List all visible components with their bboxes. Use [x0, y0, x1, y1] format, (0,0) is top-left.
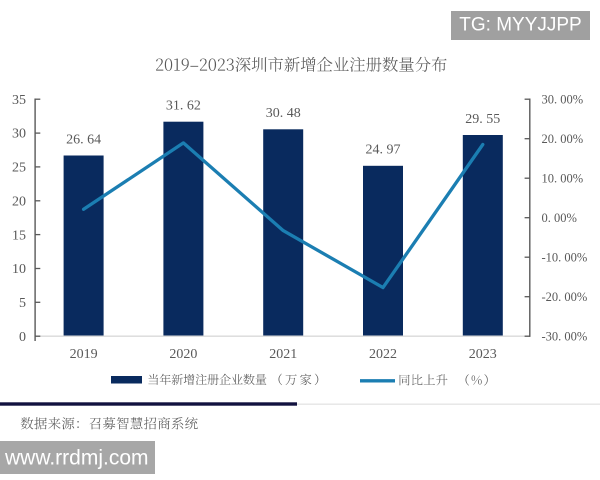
- svg-text:15: 15: [12, 228, 26, 243]
- svg-text:31. 62: 31. 62: [166, 99, 201, 114]
- svg-text:2019: 2019: [70, 347, 98, 362]
- svg-text:10. 00%: 10. 00%: [542, 172, 584, 186]
- svg-text:25: 25: [12, 161, 26, 176]
- svg-text:10: 10: [12, 262, 26, 277]
- svg-text:35: 35: [12, 93, 26, 108]
- svg-text:20: 20: [12, 194, 26, 209]
- svg-text:www.rrdmj.com: www.rrdmj.com: [4, 447, 149, 470]
- svg-text:-10. 00%: -10. 00%: [542, 251, 588, 265]
- svg-text:30: 30: [12, 127, 26, 142]
- svg-text:2021: 2021: [269, 347, 297, 362]
- svg-text:20. 00%: 20. 00%: [542, 132, 584, 146]
- svg-text:0: 0: [19, 330, 26, 345]
- svg-text:2020: 2020: [169, 347, 197, 362]
- svg-text:2022: 2022: [369, 347, 397, 362]
- svg-text:30. 00%: 30. 00%: [542, 93, 584, 107]
- svg-text:0. 00%: 0. 00%: [542, 211, 577, 225]
- svg-text:TG: MYYJJPP: TG: MYYJJPP: [459, 15, 581, 36]
- svg-text:2023: 2023: [469, 347, 497, 362]
- svg-text:-20. 00%: -20. 00%: [542, 290, 588, 304]
- svg-text:-30. 00%: -30. 00%: [542, 330, 588, 344]
- svg-text:26. 64: 26. 64: [66, 132, 101, 147]
- svg-text:30. 48: 30. 48: [266, 106, 301, 121]
- svg-text:29. 55: 29. 55: [465, 112, 500, 127]
- svg-text:5: 5: [19, 296, 26, 311]
- svg-text:24. 97: 24. 97: [366, 143, 401, 158]
